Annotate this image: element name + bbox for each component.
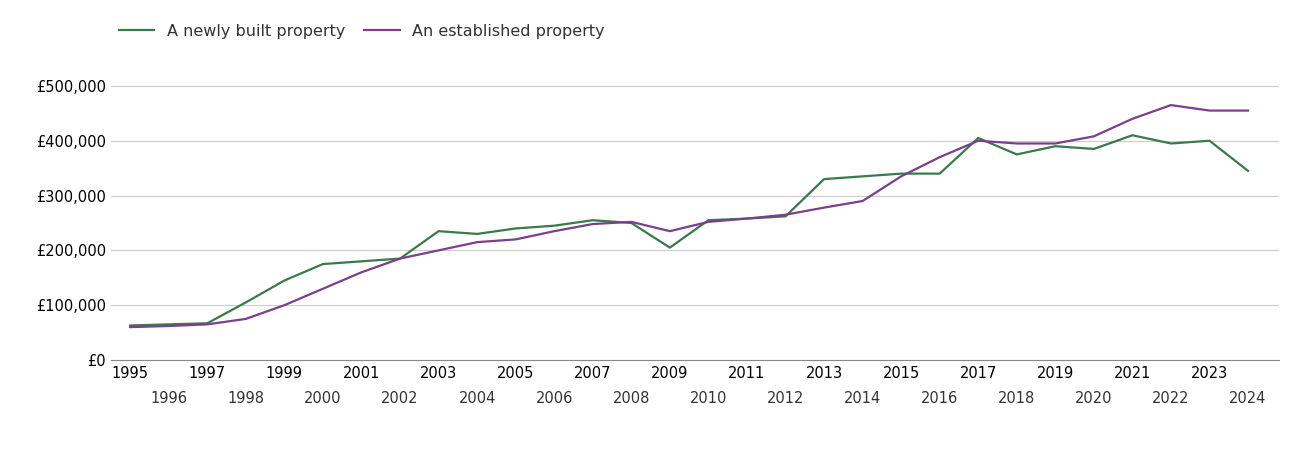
A newly built property <box>778 214 793 219</box>
An established property <box>1125 116 1141 122</box>
Text: 2006: 2006 <box>535 391 573 405</box>
An established property <box>238 316 253 322</box>
An established property <box>161 323 176 328</box>
A newly built property <box>932 171 947 176</box>
Text: 2020: 2020 <box>1075 391 1113 405</box>
An established property <box>315 286 330 292</box>
A newly built property <box>431 229 446 234</box>
A newly built property <box>662 245 677 250</box>
A newly built property <box>624 220 639 225</box>
A newly built property <box>393 256 408 261</box>
A newly built property <box>547 223 562 229</box>
An established property <box>1163 103 1178 108</box>
Text: 1998: 1998 <box>227 391 265 405</box>
A newly built property <box>123 323 138 328</box>
A newly built property <box>277 278 292 283</box>
Text: 2010: 2010 <box>690 391 727 405</box>
An established property <box>431 248 446 253</box>
Text: 2000: 2000 <box>304 391 342 405</box>
A newly built property <box>315 261 330 267</box>
Text: 2024: 2024 <box>1229 391 1267 405</box>
A newly built property <box>739 216 754 221</box>
An established property <box>701 219 716 225</box>
An established property <box>123 324 138 330</box>
An established property <box>1202 108 1218 113</box>
Text: 2016: 2016 <box>921 391 958 405</box>
An established property <box>277 302 292 308</box>
A newly built property <box>470 231 485 237</box>
Text: 2008: 2008 <box>612 391 650 405</box>
A newly built property <box>1009 152 1024 157</box>
An established property <box>508 237 523 242</box>
An established property <box>971 138 987 144</box>
Text: 2014: 2014 <box>844 391 881 405</box>
An established property <box>1048 141 1064 146</box>
A newly built property <box>1240 168 1255 174</box>
Text: 1996: 1996 <box>150 391 187 405</box>
A newly built property <box>971 135 987 141</box>
An established property <box>624 219 639 225</box>
A newly built property <box>585 217 600 223</box>
A newly built property <box>200 320 215 326</box>
A newly built property <box>238 300 253 305</box>
A newly built property <box>508 226 523 231</box>
A newly built property <box>1163 141 1178 146</box>
A newly built property <box>1086 146 1101 152</box>
Line: An established property: An established property <box>130 105 1248 327</box>
An established property <box>470 239 485 245</box>
An established property <box>1009 141 1024 146</box>
Text: 2022: 2022 <box>1152 391 1190 405</box>
Line: A newly built property: A newly built property <box>130 135 1248 325</box>
An established property <box>662 229 677 234</box>
An established property <box>1086 134 1101 139</box>
An established property <box>932 154 947 160</box>
An established property <box>855 198 870 204</box>
Text: 2012: 2012 <box>767 391 804 405</box>
A newly built property <box>1202 138 1218 144</box>
An established property <box>585 221 600 227</box>
Text: 2002: 2002 <box>381 391 419 405</box>
An established property <box>200 322 215 327</box>
A newly built property <box>894 171 910 176</box>
An established property <box>739 216 754 221</box>
A newly built property <box>161 322 176 327</box>
An established property <box>816 205 831 210</box>
An established property <box>894 174 910 179</box>
A newly built property <box>816 176 831 182</box>
An established property <box>547 229 562 234</box>
A newly built property <box>1048 144 1064 149</box>
An established property <box>1240 108 1255 113</box>
Legend: A newly built property, An established property: A newly built property, An established p… <box>119 24 606 39</box>
Text: 2004: 2004 <box>458 391 496 405</box>
An established property <box>778 212 793 217</box>
An established property <box>393 256 408 261</box>
A newly built property <box>855 174 870 179</box>
A newly built property <box>1125 133 1141 138</box>
Text: 2018: 2018 <box>998 391 1035 405</box>
A newly built property <box>701 217 716 223</box>
An established property <box>354 270 369 275</box>
A newly built property <box>354 259 369 264</box>
